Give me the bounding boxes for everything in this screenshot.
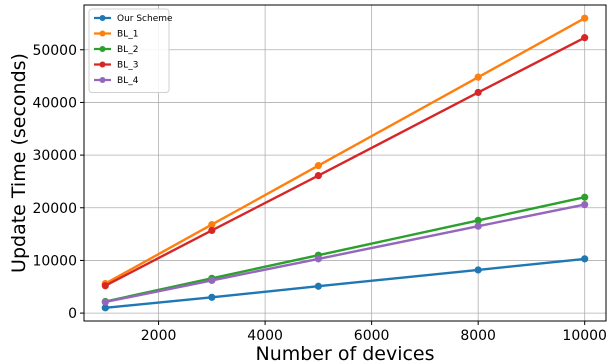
series-our-scheme — [101, 255, 589, 312]
y-axis-label: Update Time (seconds) — [8, 53, 30, 273]
legend-marker — [99, 30, 106, 37]
x-tick-label: 4000 — [247, 328, 283, 344]
legend-marker — [99, 46, 106, 52]
data-point — [474, 222, 482, 230]
legend-label: BL_2 — [117, 45, 138, 55]
series-bl-4 — [101, 201, 589, 306]
data-point — [581, 201, 589, 209]
x-axis-label: Number of devices — [255, 343, 434, 364]
series-line — [105, 257, 585, 309]
y-tick-label: 0 — [68, 306, 77, 322]
x-tick-label: 2000 — [141, 328, 177, 344]
series-bl-3 — [101, 34, 589, 290]
legend: Our Scheme BL_1 BL_2 BL_3 BL_4 — [88, 8, 173, 93]
data-point — [208, 276, 216, 285]
y-tick-label: 40000 — [32, 95, 77, 111]
data-point — [208, 226, 216, 235]
series-line — [104, 17, 586, 285]
x-tick-label: 6000 — [354, 328, 390, 344]
series-line — [105, 203, 585, 304]
data-point — [581, 255, 589, 263]
x-tick-label: 10000 — [562, 328, 607, 344]
data-point — [581, 34, 589, 42]
legend-label: BL_4 — [117, 76, 139, 86]
legend-label: BL_3 — [117, 61, 138, 71]
data-point — [581, 14, 589, 22]
x-tick-label: 8000 — [460, 328, 496, 344]
legend-label: BL_1 — [117, 30, 138, 40]
data-point — [101, 298, 109, 306]
data-point — [208, 221, 216, 229]
legend-marker — [99, 77, 106, 83]
ticks: 2000 4000 6000 8000 10000 0 10000 20000 30000 400… — [32, 43, 607, 344]
data-point — [474, 216, 482, 225]
data-point — [474, 88, 482, 97]
legend-box — [88, 8, 170, 93]
legend-marker — [99, 61, 106, 68]
y-tick-label: 30000 — [32, 148, 77, 164]
legend-label: Our Scheme — [117, 14, 173, 24]
data-point — [474, 73, 482, 81]
plot-frame — [83, 4, 607, 322]
data-point — [208, 293, 216, 301]
legend-marker — [99, 15, 106, 21]
data-point — [314, 255, 322, 263]
y-tick-label: 10000 — [32, 253, 77, 269]
series-bl-1 — [101, 14, 589, 288]
data-point — [314, 172, 322, 180]
grid — [84, 5, 606, 321]
data-point — [101, 282, 109, 290]
data-point — [314, 162, 322, 170]
data-point — [101, 304, 109, 312]
series-group — [101, 14, 589, 312]
data-point — [314, 282, 322, 290]
y-tick-label: 20000 — [32, 201, 77, 217]
data-point — [581, 193, 589, 201]
data-point — [474, 266, 482, 274]
y-tick-label: 50000 — [32, 43, 77, 59]
